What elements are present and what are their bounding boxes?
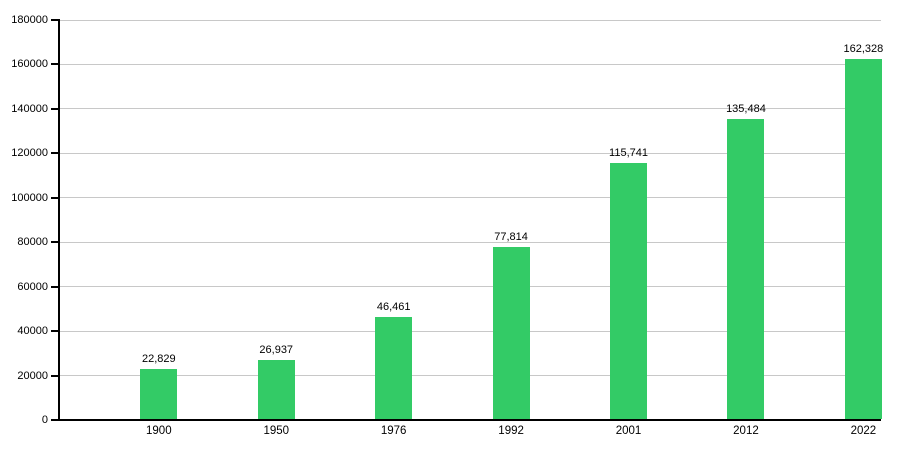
gridline	[60, 108, 881, 110]
y-axis-tick-label: 60000	[17, 280, 48, 293]
gridline	[60, 330, 881, 332]
y-axis-tick-label: 0	[41, 414, 48, 426]
bar-value-label: 22,829	[141, 353, 176, 366]
y-axis-tick-label: 80000	[17, 236, 48, 249]
bar	[140, 369, 178, 419]
gridline	[60, 19, 881, 21]
y-axis-tick	[51, 285, 59, 288]
x-axis-category-label: 1992	[498, 425, 524, 437]
bar-value-label: 162,328	[843, 43, 884, 56]
y-axis-tick	[51, 63, 59, 66]
x-axis-category-label: 2022	[850, 425, 877, 437]
y-axis-tick	[51, 330, 59, 333]
x-axis-line	[58, 419, 881, 421]
y-axis-tick	[51, 374, 59, 377]
y-axis-tick	[51, 241, 59, 244]
y-axis-tick	[51, 19, 59, 21]
y-axis-tick-label: 40000	[17, 325, 48, 338]
y-axis-tick	[51, 196, 59, 199]
bar	[375, 316, 413, 419]
bar	[492, 247, 530, 419]
y-axis-tick-label: 180000	[11, 14, 48, 26]
y-axis-line	[58, 19, 60, 421]
gridline	[60, 286, 881, 288]
x-axis-category-label: 1950	[263, 425, 290, 437]
x-axis-category-label: 1900	[146, 425, 172, 437]
gridline	[60, 152, 881, 154]
x-axis-category-label: 2012	[733, 425, 759, 437]
y-axis-tick-label: 100000	[11, 191, 48, 204]
y-axis-tick-label: 120000	[11, 147, 48, 160]
bar-value-label: 46,461	[376, 300, 411, 313]
bar	[257, 360, 295, 419]
gridline	[60, 241, 881, 243]
y-axis-tick	[51, 152, 59, 155]
bar-value-label: 115,741	[609, 146, 648, 159]
y-axis-tick	[51, 419, 59, 421]
gridline	[60, 63, 881, 65]
y-axis-tick	[51, 107, 59, 110]
x-axis-category-label: 2001	[615, 425, 642, 437]
gridline	[60, 197, 881, 199]
bar-value-label: 26,937	[259, 344, 294, 357]
bar-value-label: 77,814	[494, 231, 528, 244]
bar	[844, 59, 882, 419]
y-axis-tick-label: 20000	[17, 369, 48, 382]
x-axis-category-label: 1976	[380, 425, 407, 437]
y-axis-tick-label: 140000	[11, 102, 48, 115]
bar	[727, 118, 765, 419]
gridline	[60, 375, 881, 377]
bar-value-label: 135,484	[726, 102, 766, 115]
bar	[610, 162, 648, 419]
y-axis-tick-label: 160000	[11, 58, 48, 71]
